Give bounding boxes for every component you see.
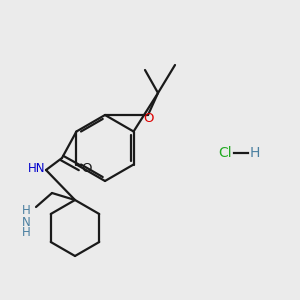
Text: O: O: [81, 163, 91, 176]
Text: HN: HN: [28, 163, 46, 176]
Text: N: N: [22, 215, 30, 229]
Text: H: H: [250, 146, 260, 160]
Text: H: H: [22, 226, 30, 239]
Text: O: O: [144, 112, 154, 124]
Text: H: H: [22, 205, 30, 218]
Text: Cl: Cl: [218, 146, 232, 160]
